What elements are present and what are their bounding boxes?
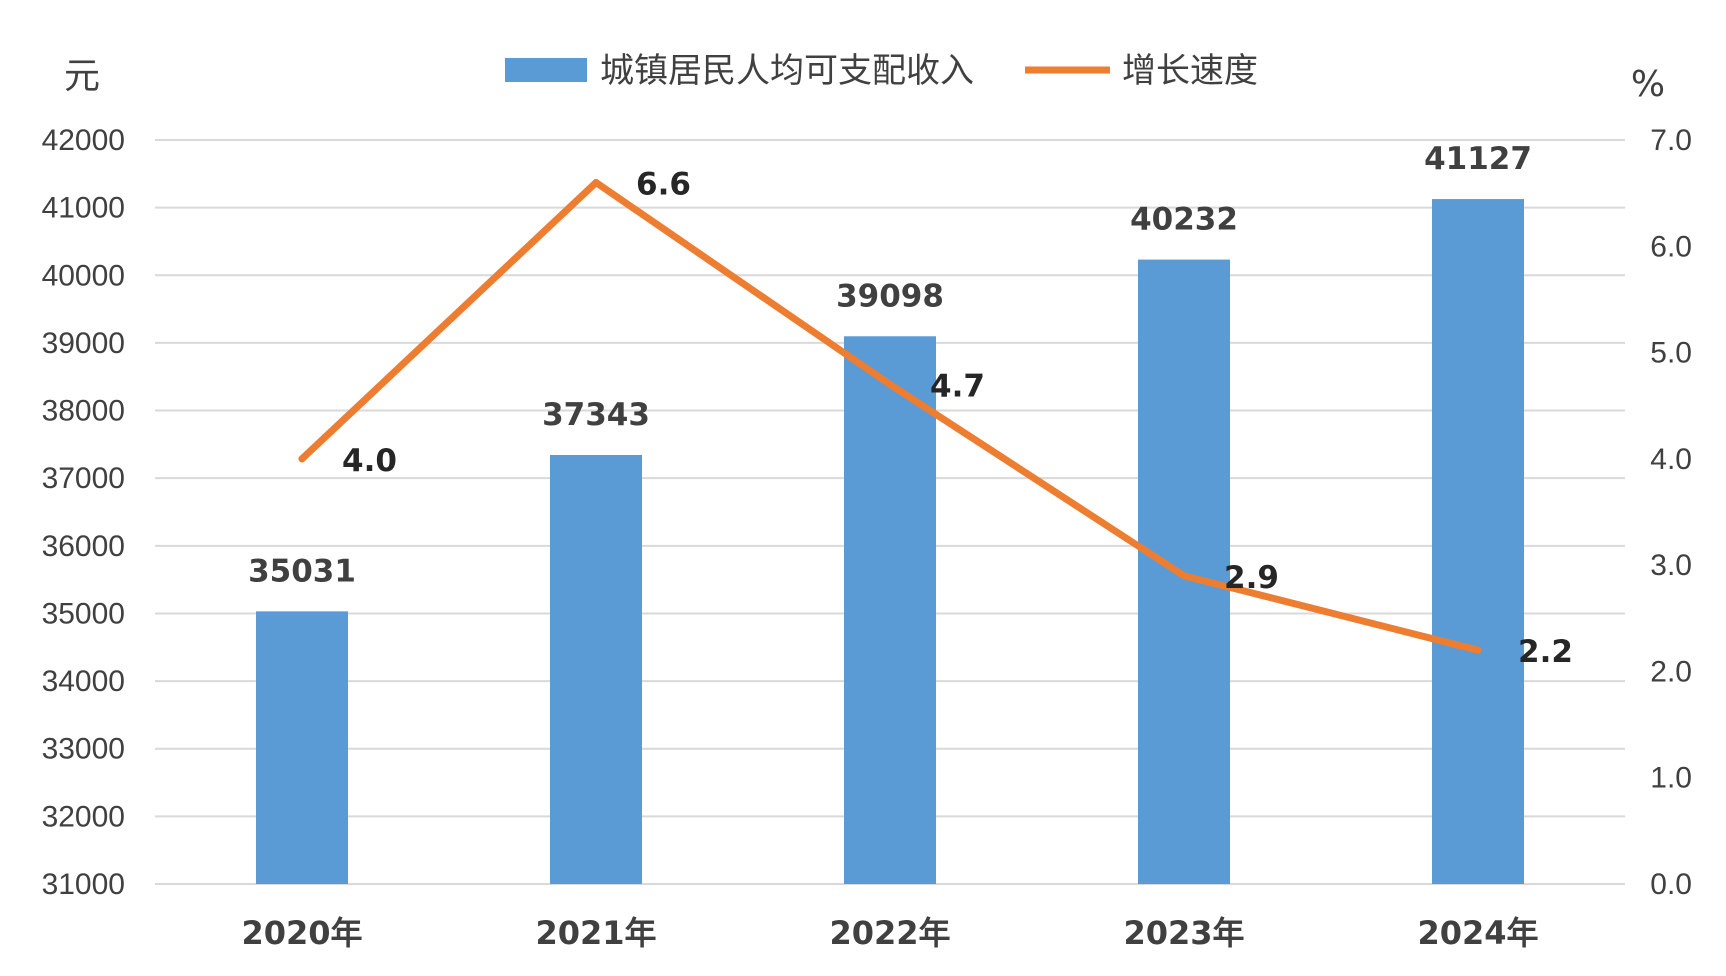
y-left-tick-label: 32000 (42, 800, 125, 833)
y-right-tick-label: 2.0 (1650, 655, 1692, 688)
y-left-tick-label: 39000 (42, 327, 125, 360)
y-left-tick-label: 33000 (42, 733, 125, 766)
line-value-label: 6.6 (636, 167, 691, 203)
bar (1432, 199, 1524, 885)
y-left-tick-label: 38000 (42, 395, 125, 428)
data-labels: 35031 37343 39098 40232 41127 4.0 6.6 4.7 2.9 2.2 (248, 141, 1573, 670)
bar-value-label: 40232 (1130, 202, 1238, 238)
line-value-label: 4.7 (930, 368, 985, 404)
y-left-tick-label: 31000 (42, 868, 125, 901)
line-value-label: 4.0 (342, 443, 397, 479)
bar-value-label: 39098 (836, 278, 944, 314)
y-right-tick-label: 6.0 (1650, 230, 1692, 263)
x-tick-label: 2021年 (535, 914, 656, 952)
y-right-tick-label: 7.0 (1650, 124, 1692, 157)
legend-label-line: 增长速度 (1122, 51, 1258, 91)
line-point (298, 455, 306, 463)
line-point (592, 179, 600, 187)
x-tick-label: 2024年 (1417, 914, 1538, 952)
line-point (1180, 572, 1188, 580)
y-left-tick-label: 40000 (42, 259, 125, 292)
legend-swatch-bar (505, 58, 587, 82)
axes: 31000 32000 33000 34000 35000 36000 37000 38000… (42, 124, 1692, 952)
legend-label-bar: 城镇居民人均可支配收入 (600, 51, 974, 91)
bar (844, 336, 936, 884)
x-tick-label: 2022年 (829, 914, 950, 952)
y-left-tick-label: 41000 (42, 192, 125, 225)
y-right-tick-label: 0.0 (1650, 868, 1692, 901)
y-left-tick-label: 34000 (42, 665, 125, 698)
x-tick-label: 2020年 (241, 914, 362, 952)
bar-value-label: 37343 (542, 397, 650, 433)
bar (256, 611, 348, 884)
bar-value-label: 41127 (1424, 141, 1532, 177)
y-left-tick-label: 42000 (42, 124, 125, 157)
y-left-tick-label: 36000 (42, 530, 125, 563)
line-point (1474, 646, 1482, 654)
y-right-tick-label: 4.0 (1650, 443, 1692, 476)
y-right-tick-label: 3.0 (1650, 549, 1692, 582)
line-point (886, 380, 894, 388)
y-left-tick-label: 35000 (42, 597, 125, 630)
bar-series (256, 199, 1524, 885)
line-value-label: 2.9 (1224, 560, 1279, 596)
left-axis-unit: 元 (64, 56, 100, 97)
line-value-label: 2.2 (1518, 634, 1573, 670)
right-axis-unit: % (1631, 64, 1665, 105)
y-right-tick-label: 1.0 (1650, 762, 1692, 795)
bar-value-label: 35031 (248, 553, 356, 589)
y-right-tick-label: 5.0 (1650, 337, 1692, 370)
legend: 城镇居民人均可支配收入 增长速度 (505, 51, 1258, 91)
bar (550, 454, 642, 884)
y-left-tick-label: 37000 (42, 462, 125, 495)
x-tick-label: 2023年 (1123, 914, 1244, 952)
line-series (298, 179, 1482, 654)
